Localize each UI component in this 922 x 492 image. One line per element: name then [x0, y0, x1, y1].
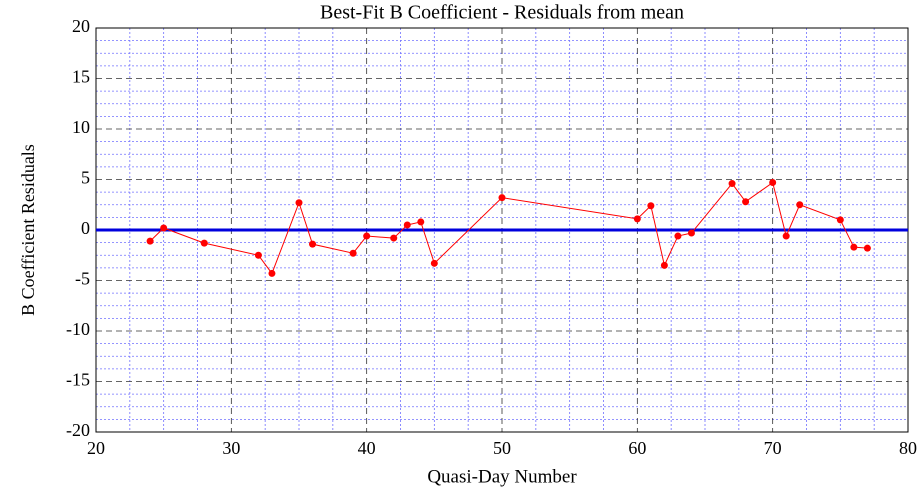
data-point [687, 229, 695, 237]
data-point [728, 180, 736, 188]
data-point [863, 244, 871, 252]
chart-title: Best-Fit B Coefficient - Residuals from … [320, 2, 684, 24]
data-point [417, 218, 425, 226]
y-tick-label: 10 [72, 117, 90, 137]
data-point [146, 237, 154, 245]
data-point [390, 234, 398, 242]
data-point [200, 239, 208, 247]
y-tick-label: -5 [75, 269, 90, 289]
data-point [660, 261, 668, 269]
data-point [498, 194, 506, 202]
y-axis-label: B Coefficient Residuals [18, 144, 38, 316]
x-tick-label: 40 [358, 438, 376, 458]
data-point [295, 199, 303, 207]
x-tick-label: 50 [493, 438, 511, 458]
x-tick-label: 30 [222, 438, 240, 458]
x-tick-label: 60 [628, 438, 646, 458]
data-point [782, 232, 790, 240]
y-tick-label: 15 [72, 67, 90, 87]
y-tick-label: -15 [66, 370, 90, 390]
x-tick-label: 20 [87, 438, 105, 458]
data-point [254, 251, 262, 259]
data-point [836, 216, 844, 224]
y-tick-label: -10 [66, 319, 90, 339]
x-tick-label: 70 [764, 438, 782, 458]
y-tick-label: 0 [81, 218, 90, 238]
data-point [349, 249, 357, 257]
y-tick-label: 5 [81, 168, 90, 188]
data-point [403, 221, 411, 229]
y-tick-label: 20 [72, 16, 90, 36]
data-point [309, 240, 317, 248]
data-point [633, 215, 641, 223]
data-point [268, 269, 276, 277]
data-point [674, 232, 682, 240]
data-point [160, 224, 168, 232]
data-point [363, 232, 371, 240]
x-axis-label: Quasi-Day Number [427, 466, 577, 487]
x-tick-label: 80 [899, 438, 917, 458]
data-point [742, 198, 750, 206]
y-tick-label: -20 [66, 420, 90, 440]
data-point [647, 202, 655, 210]
data-point [769, 179, 777, 187]
data-point [850, 243, 858, 251]
data-point [430, 259, 438, 267]
data-line [149, 181, 868, 275]
data-point [796, 201, 804, 209]
